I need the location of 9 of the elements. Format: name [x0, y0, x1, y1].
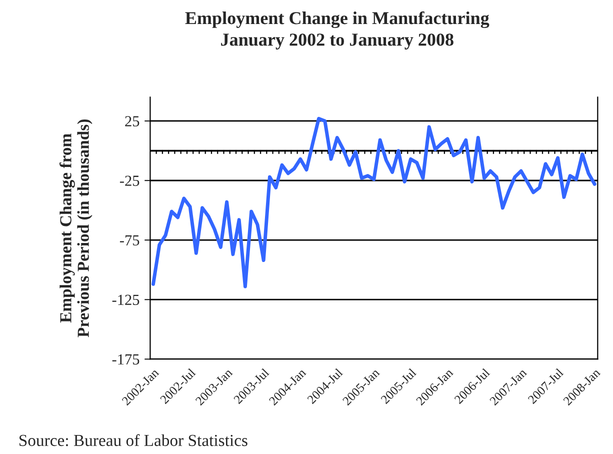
y-tick-label: -75	[120, 235, 140, 246]
source-note: Source: Bureau of Labor Statistics	[20, 434, 248, 446]
chart-title: Employment Change in Manufacturing January 2002 to January 2008	[185, 11, 490, 50]
y-tick-label: -175	[112, 354, 140, 365]
y-tick-label: -25	[120, 176, 140, 186]
y-tick-label: 25	[125, 116, 140, 126]
y-tick-label: -125	[112, 294, 140, 306]
line-series	[152, 116, 596, 288]
y-axis-title: Employment Change from Previous Period (in thousands)	[59, 120, 92, 338]
